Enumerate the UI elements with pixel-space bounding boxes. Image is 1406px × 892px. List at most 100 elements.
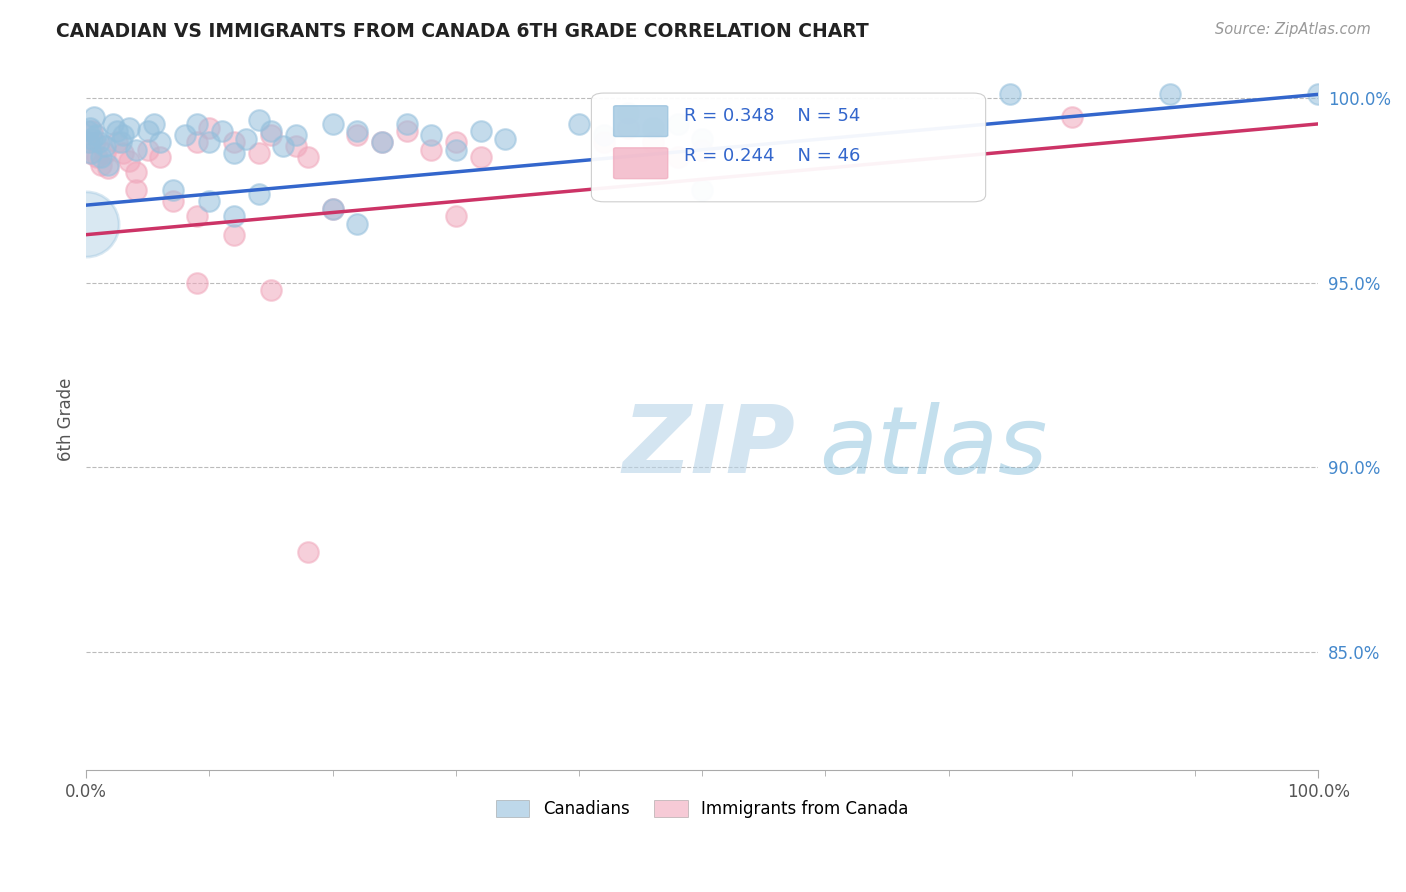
Point — [666, 150, 689, 164]
Point — [105, 124, 128, 138]
Point — [103, 117, 125, 131]
Point — [260, 128, 283, 142]
Text: atlas: atlas — [820, 401, 1047, 492]
Point — [395, 124, 418, 138]
Point — [112, 146, 135, 161]
Point — [87, 136, 110, 150]
Point — [97, 161, 120, 176]
Point — [198, 136, 221, 150]
Point — [470, 150, 492, 164]
Point — [235, 131, 257, 145]
Point — [297, 150, 319, 164]
Point — [322, 117, 344, 131]
Point — [82, 124, 104, 138]
FancyBboxPatch shape — [592, 93, 986, 202]
Point — [617, 120, 640, 135]
Point — [690, 143, 713, 157]
Point — [118, 120, 141, 135]
Point — [90, 157, 112, 171]
Point — [105, 136, 128, 150]
Point — [494, 131, 516, 145]
Point — [90, 150, 112, 164]
Point — [162, 194, 184, 209]
Point — [690, 131, 713, 145]
Point — [444, 136, 467, 150]
Point — [1060, 110, 1083, 124]
Point — [322, 202, 344, 216]
Point — [592, 128, 614, 142]
Point — [284, 128, 307, 142]
Text: CANADIAN VS IMMIGRANTS FROM CANADA 6TH GRADE CORRELATION CHART: CANADIAN VS IMMIGRANTS FROM CANADA 6TH G… — [56, 22, 869, 41]
Point — [162, 183, 184, 197]
Point — [346, 128, 368, 142]
Point — [80, 146, 103, 161]
Point — [124, 165, 146, 179]
Point — [79, 146, 101, 161]
Point — [186, 276, 208, 290]
Point — [124, 143, 146, 157]
Point — [444, 209, 467, 223]
Point — [641, 136, 664, 150]
Point — [260, 124, 283, 138]
Point — [211, 124, 233, 138]
Point — [186, 117, 208, 131]
Point — [77, 136, 100, 150]
Point — [110, 136, 132, 150]
Point — [76, 136, 98, 150]
Point — [641, 120, 664, 135]
Text: R = 0.348    N = 54: R = 0.348 N = 54 — [683, 107, 860, 125]
Point — [1159, 87, 1181, 102]
Point — [617, 105, 640, 120]
FancyBboxPatch shape — [613, 148, 668, 178]
Point — [82, 131, 104, 145]
Point — [224, 227, 246, 242]
Point — [247, 113, 270, 128]
Point — [247, 187, 270, 202]
Point — [173, 128, 195, 142]
Point — [149, 136, 172, 150]
Point — [273, 139, 295, 153]
Point — [112, 128, 135, 142]
Point — [666, 117, 689, 131]
Point — [690, 183, 713, 197]
Text: R = 0.244    N = 46: R = 0.244 N = 46 — [683, 147, 860, 165]
Point — [247, 146, 270, 161]
Point — [346, 124, 368, 138]
Point — [94, 146, 117, 161]
Text: Source: ZipAtlas.com: Source: ZipAtlas.com — [1215, 22, 1371, 37]
Point — [420, 128, 443, 142]
Point — [371, 136, 394, 150]
Point — [346, 217, 368, 231]
Point — [124, 183, 146, 197]
Point — [76, 124, 98, 138]
Text: ZIP: ZIP — [623, 401, 794, 493]
Point — [149, 150, 172, 164]
Point — [1308, 87, 1330, 102]
Point — [395, 117, 418, 131]
Point — [143, 117, 166, 131]
Point — [470, 124, 492, 138]
Point — [136, 124, 159, 138]
Point — [1000, 87, 1022, 102]
Legend: Canadians, Immigrants from Canada: Canadians, Immigrants from Canada — [489, 793, 915, 825]
Point — [592, 136, 614, 150]
Point — [224, 209, 246, 223]
FancyBboxPatch shape — [613, 105, 668, 136]
Point — [86, 150, 108, 164]
Point — [284, 139, 307, 153]
Point — [260, 283, 283, 297]
Point — [568, 117, 591, 131]
Point — [94, 139, 117, 153]
Point — [297, 545, 319, 559]
Point — [371, 136, 394, 150]
Point — [224, 146, 246, 161]
Point — [198, 120, 221, 135]
Point — [136, 143, 159, 157]
Point — [186, 209, 208, 223]
Point — [84, 136, 107, 150]
Point — [75, 217, 97, 231]
Point — [186, 136, 208, 150]
Point — [83, 110, 105, 124]
Point — [420, 143, 443, 157]
Point — [444, 143, 467, 157]
